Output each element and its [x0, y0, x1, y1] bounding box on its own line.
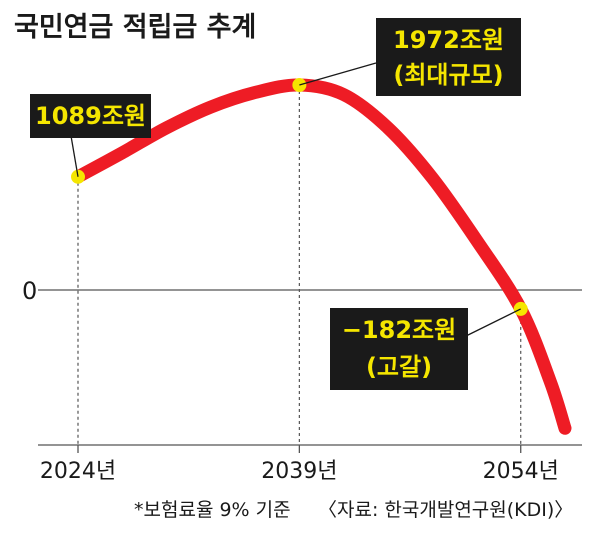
annotation-box [30, 94, 151, 138]
annotation-box [330, 308, 468, 390]
annotation-leader [299, 62, 377, 86]
annotation-box [376, 18, 521, 96]
zero-tick-label: 0 [22, 277, 37, 305]
annotation-leader [465, 308, 522, 337]
x-tick-label: 2054년 [483, 459, 559, 484]
annotation-label: 1089조원 [35, 102, 146, 130]
source-note: 〈자료: 한국개발연구원(KDI)〉 [318, 499, 573, 521]
chart-title: 국민연금 적립금 추계 [14, 12, 256, 43]
footnote: *보험료율 9% 기준 [134, 499, 291, 521]
annotation-label: −182조원 [342, 316, 456, 344]
annotation-label: 1972조원 [393, 26, 504, 54]
x-tick-label: 2039년 [261, 459, 337, 484]
annotation-label: (최대규모) [393, 61, 503, 89]
fund-balance-line [71, 78, 572, 435]
annotation-label: (고갈) [366, 353, 432, 381]
x-tick-label: 2024년 [40, 459, 116, 484]
